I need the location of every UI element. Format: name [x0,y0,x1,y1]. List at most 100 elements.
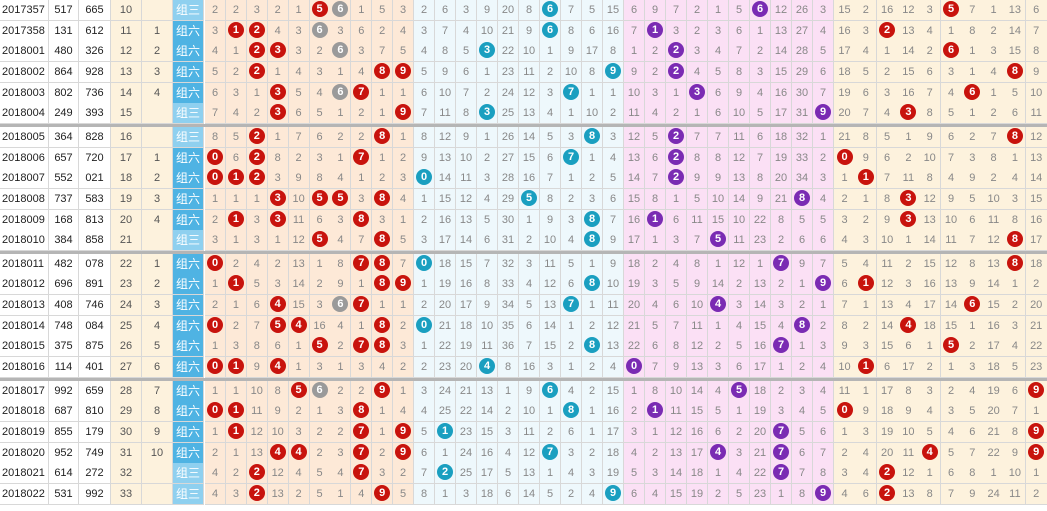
miss-count-cell: 5 [393,484,415,505]
hit-ball: 7 [353,444,370,461]
form-type-cell: 组六 [173,316,204,337]
miss-count-cell: 6 [666,210,687,231]
value-cell-d: 4 [142,210,173,231]
miss-count-cell: 16 [309,316,331,337]
miss-count-cell: 16 [897,83,920,104]
value-cell-a: 375 [49,336,79,357]
miss-count-cell: 8 [498,357,519,378]
hit-ball-cell: 6 [330,0,352,21]
value-cell-a: 992 [49,381,79,402]
hit-ball-cell: 3 [897,210,920,231]
hit-ball: 5 [332,190,349,207]
hit-ball: 1 [227,358,244,375]
miss-count-cell: 4 [267,21,289,42]
miss-count-cell: 5 [309,103,331,124]
hit-ball: 8 [794,317,810,334]
miss-count-cell: 11 [983,210,1006,231]
miss-count-cell: 2 [351,381,373,402]
miss-count-cell: 8 [750,168,771,189]
miss-count-cell: 3 [919,381,942,402]
miss-count-cell: 1 [267,230,289,251]
miss-count-cell: 3 [205,21,226,42]
miss-count-cell: 10 [477,21,498,42]
miss-count-cell: 6 [708,103,729,124]
miss-count-cell: 13 [246,443,268,464]
miss-count-cell: 7 [414,103,435,124]
hit-ball: 5 [710,231,726,248]
miss-count-cell: 19 [435,274,456,295]
hit-ball-cell: 8 [1004,62,1027,83]
miss-count-cell: 1 [351,168,373,189]
hit-ball: 9 [395,63,412,80]
hit-ball: 5 [311,231,328,248]
miss-count-cell: 5 [855,62,878,83]
hit-ball-cell: 4 [477,357,498,378]
miss-count-cell: 1 [435,484,456,505]
miss-count-cell: 3 [393,0,415,21]
miss-count-cell: 7 [813,443,834,464]
miss-count-cell: 16 [834,21,856,42]
miss-count-cell: 21 [624,316,645,337]
hit-ball: 8 [374,190,391,207]
miss-count-cell: 3 [351,41,373,62]
value-cell-a: 168 [49,210,79,231]
miss-count-cell: 9 [477,295,498,316]
miss-count-cell: 4 [876,103,899,124]
miss-count-cell: 8 [561,21,582,42]
hit-ball: 6 [964,296,981,313]
miss-count-cell: 3 [708,357,729,378]
miss-count-cell: 13 [435,148,456,169]
miss-count-cell: 5 [919,422,942,443]
hit-ball: 4 [710,444,726,461]
miss-count-cell: 6 [750,127,771,148]
value-cell-a: 614 [49,463,79,484]
value-cell-a: 408 [49,295,79,316]
value-cell-c: 14 [111,83,142,104]
form-type-cell: 组六 [173,83,204,104]
miss-count-cell: 1 [708,316,729,337]
miss-count-cell: 10 [834,357,856,378]
miss-count-cell: 1 [225,443,247,464]
miss-count-cell: 9 [540,210,561,231]
hit-ball-cell: 7 [771,463,792,484]
miss-count-cell: 2 [919,357,942,378]
hit-ball: 1 [857,169,874,186]
miss-count-cell: 1 [792,274,813,295]
form-type-cell: 组六 [173,168,204,189]
miss-count-cell: 14 [456,230,477,251]
miss-count-cell: 13 [519,463,540,484]
hit-ball: 2 [248,22,265,39]
hit-ball-cell: 6 [961,295,984,316]
miss-count-cell: 5 [645,316,666,337]
hit-ball: 7 [353,337,370,354]
miss-count-cell: 11 [687,316,708,337]
miss-count-cell: 13 [771,21,792,42]
miss-count-cell: 1 [372,103,394,124]
miss-count-cell: 15 [288,295,310,316]
miss-count-cell: 1 [330,62,352,83]
value-cell-c: 17 [111,148,142,169]
issue-number-cell: 2018005 [0,127,49,148]
miss-count-cell: 7 [687,230,708,251]
miss-count-cell: 19 [456,336,477,357]
hit-ball: 2 [248,464,265,481]
miss-count-cell: 3 [897,274,920,295]
miss-count-cell: 5 [792,210,813,231]
hit-ball-cell: 8 [582,127,603,148]
hit-ball: 8 [794,190,810,207]
miss-count-cell: 1 [729,401,750,422]
hit-ball: 2 [668,149,684,166]
miss-count-cell: 4 [940,83,963,104]
miss-count-cell: 1 [1004,274,1027,295]
miss-count-cell: 1 [645,422,666,443]
hit-ball: 6 [542,22,558,39]
miss-count-cell: 1 [393,295,415,316]
issue-number-cell: 2018007 [0,168,49,189]
miss-count-cell: 9 [519,381,540,402]
hit-ball: 7 [563,84,579,101]
hit-ball: 1 [227,211,244,228]
hit-ball: 6 [332,42,349,59]
miss-count-cell: 16 [477,443,498,464]
hit-ball: 8 [563,402,579,419]
miss-count-cell: 2 [561,484,582,505]
